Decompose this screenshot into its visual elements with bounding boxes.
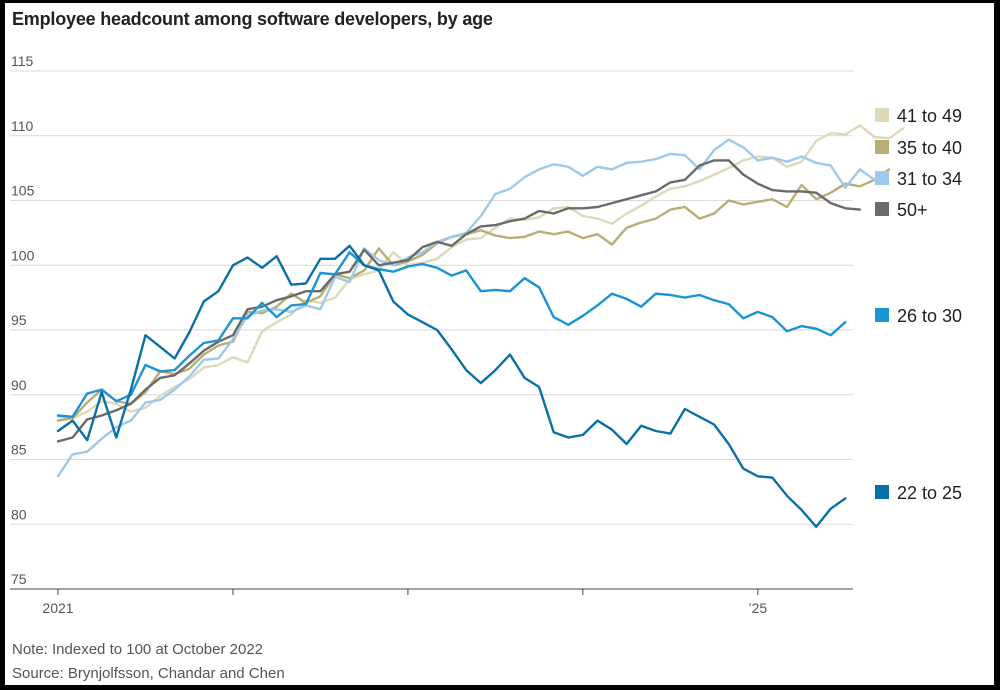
y-axis-ticks: 75 80 85 90 95 100 105 110 115 xyxy=(11,53,35,587)
legend-swatch xyxy=(875,485,889,499)
series-line-50+ xyxy=(56,159,862,443)
series-line-35-to-40 xyxy=(56,168,891,422)
legend-label: 50+ xyxy=(897,200,928,220)
x-tick-label: ’25 xyxy=(748,600,767,616)
series-lines xyxy=(56,124,905,528)
series-line-26-to-30 xyxy=(56,251,847,418)
y-tick-label: 90 xyxy=(11,377,27,393)
series-line-31-to-34 xyxy=(56,138,876,478)
chart-title: Employee headcount among software develo… xyxy=(12,9,493,29)
legend-swatch xyxy=(875,171,889,185)
legend: 41 to 49 35 to 40 31 to 34 50+ 26 to 30 22 to… xyxy=(875,106,962,503)
legend-label: 41 to 49 xyxy=(897,106,962,126)
x-tick-label: 2021 xyxy=(42,600,73,616)
y-tick-label: 100 xyxy=(11,247,35,263)
legend-label: 35 to 40 xyxy=(897,138,962,158)
grid-lines xyxy=(10,70,853,525)
chart-source: Source: Brynjolfsson, Chandar and Chen xyxy=(12,665,285,682)
legend-label: 31 to 34 xyxy=(897,169,962,189)
y-tick-label: 105 xyxy=(11,183,35,199)
legend-label: 22 to 25 xyxy=(897,483,962,503)
chart-card: Employee headcount among software develo… xyxy=(5,3,994,685)
legend-swatch xyxy=(875,202,889,216)
y-tick-label: 80 xyxy=(11,506,27,522)
y-tick-label: 115 xyxy=(11,53,34,69)
legend-item: 41 to 49 xyxy=(875,106,962,126)
legend-swatch xyxy=(875,108,889,122)
legend-item: 35 to 40 xyxy=(875,138,962,158)
legend-label: 26 to 30 xyxy=(897,306,962,326)
legend-swatch xyxy=(875,140,889,154)
legend-item: 26 to 30 xyxy=(875,306,962,326)
legend-swatch xyxy=(875,308,889,322)
legend-item: 31 to 34 xyxy=(875,169,962,189)
x-axis: 2021 ’25 xyxy=(10,588,853,616)
y-tick-label: 110 xyxy=(11,118,34,134)
line-chart: 75 80 85 90 95 100 105 110 115 2021 ’25 41 to 49 3… xyxy=(10,53,962,616)
series-line-22-to-25 xyxy=(56,244,847,528)
y-tick-label: 95 xyxy=(11,312,27,328)
legend-item: 22 to 25 xyxy=(875,483,962,503)
series-line-41-to-49 xyxy=(56,124,905,420)
legend-item: 50+ xyxy=(875,200,928,220)
y-tick-label: 75 xyxy=(11,571,27,587)
chart-note: Note: Indexed to 100 at October 2022 xyxy=(12,641,264,658)
y-tick-label: 85 xyxy=(11,442,27,458)
